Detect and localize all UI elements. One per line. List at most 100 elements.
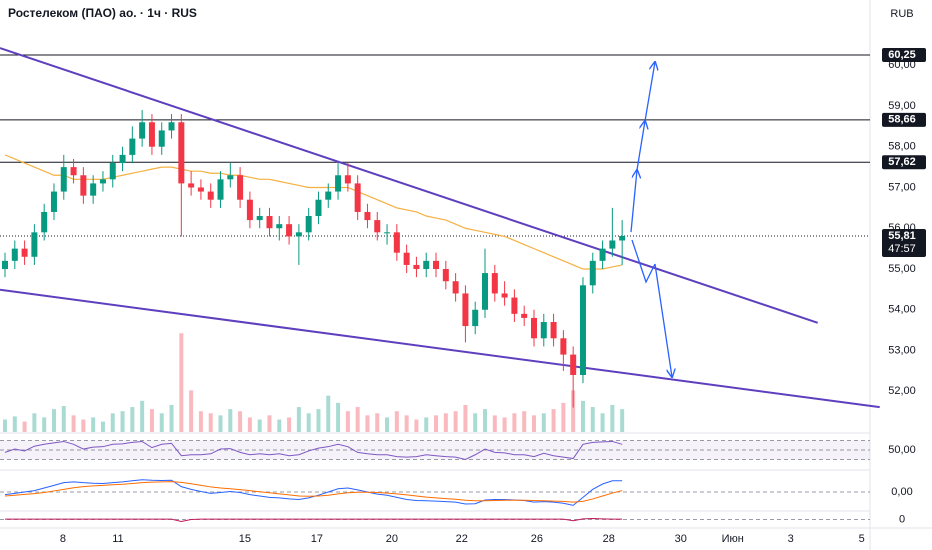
volume-bar <box>42 417 47 432</box>
y-tick-label: 54,00 <box>888 304 916 316</box>
volume-bar <box>12 416 17 432</box>
volume-bar <box>257 419 262 432</box>
candle-body <box>530 317 537 339</box>
volume-bar <box>306 413 311 432</box>
level-label: 60,25 <box>888 49 916 61</box>
level-label-box <box>882 48 926 63</box>
volume-bar <box>91 417 96 432</box>
volume-bar <box>404 415 409 432</box>
candle-body <box>197 187 204 192</box>
candle-body <box>609 240 616 249</box>
candle-body <box>119 154 126 164</box>
volume-bar <box>434 415 439 432</box>
volume-bar <box>238 411 243 432</box>
y-tick-label: 55,00 <box>888 263 916 275</box>
volume-bar <box>610 404 615 432</box>
candle-body <box>276 224 283 229</box>
volume-bar <box>228 409 233 432</box>
candle-body <box>599 248 606 261</box>
volume-bar <box>247 417 252 432</box>
chart-title: Ростелеком (ПАО) ао. · 1ч · RUS <box>8 6 197 20</box>
volume-bar <box>600 413 605 432</box>
candle-body <box>129 138 136 155</box>
volume-bar <box>551 409 556 432</box>
candle-body <box>168 122 175 131</box>
x-tick-label: 28 <box>603 533 615 545</box>
volume-bar <box>355 407 360 432</box>
level-label-box <box>882 112 926 127</box>
candle-body <box>384 232 391 234</box>
volume-bar <box>100 421 105 432</box>
candle-body <box>31 232 38 257</box>
candle-body <box>80 175 87 196</box>
candle-body <box>266 216 273 229</box>
volume-bar <box>345 411 350 432</box>
candle-body <box>452 281 459 294</box>
oscillator-tick-label: 0 <box>899 513 905 525</box>
volume-bar <box>2 419 7 432</box>
candle-body <box>286 224 293 237</box>
volume-bar <box>571 390 576 432</box>
candle-body <box>256 216 263 221</box>
volume-bar <box>159 413 164 432</box>
volume-bar <box>483 409 488 432</box>
volume-bar <box>375 413 380 432</box>
level-label: 58,66 <box>888 114 916 126</box>
volume-bar <box>32 413 37 432</box>
volume-bar <box>51 409 56 432</box>
moving-average <box>4 154 623 270</box>
volume-bar <box>149 409 154 432</box>
volume-bar <box>326 395 331 432</box>
volume-bar <box>169 404 174 432</box>
volume-bar <box>414 419 419 432</box>
candle-body <box>413 264 420 270</box>
candle-body <box>472 309 479 327</box>
candle-body <box>501 293 508 298</box>
currency: RUB <box>890 8 913 20</box>
candle-body <box>70 167 77 176</box>
volume-bar <box>81 419 86 432</box>
level-label-box <box>882 155 926 170</box>
trendline <box>0 288 880 409</box>
volume-bar <box>140 400 145 432</box>
countdown: 47:57 <box>888 243 916 255</box>
volume-bar <box>561 402 566 432</box>
candle-body <box>344 175 351 184</box>
macd-tick-label: 0,00 <box>891 486 912 498</box>
y-tick-label: 57,00 <box>888 181 916 193</box>
candle-body <box>335 175 342 192</box>
x-tick-label: Июн <box>722 533 744 545</box>
candle-body <box>11 248 18 261</box>
volume-bar <box>492 415 497 432</box>
candle-body <box>90 183 97 196</box>
candle-body <box>99 179 106 184</box>
candle-body <box>1 260 8 270</box>
candle-body <box>188 183 195 188</box>
candle-body <box>21 248 28 257</box>
volume-bar <box>453 411 458 432</box>
x-tick-label: 26 <box>531 533 543 545</box>
volume-bar <box>110 413 115 432</box>
arrow <box>644 62 655 122</box>
volume-bar <box>473 413 478 432</box>
volume-bar <box>541 413 546 432</box>
candle-body <box>227 175 234 180</box>
candle-body <box>148 122 155 147</box>
arrow <box>636 121 645 171</box>
candle-body <box>354 183 361 212</box>
volume-bar <box>424 417 429 432</box>
x-tick-label: 8 <box>60 533 66 545</box>
volume-bar <box>198 411 203 432</box>
candle-body <box>305 216 312 233</box>
candle-body <box>540 321 547 339</box>
x-tick-label: 11 <box>112 533 123 545</box>
volume-bar <box>208 413 213 432</box>
candle-body <box>550 321 557 339</box>
candle-body <box>423 260 430 270</box>
volume-bar <box>502 417 507 432</box>
candle-body <box>217 179 224 200</box>
candle-body <box>589 260 596 286</box>
volume-bar <box>443 413 448 432</box>
